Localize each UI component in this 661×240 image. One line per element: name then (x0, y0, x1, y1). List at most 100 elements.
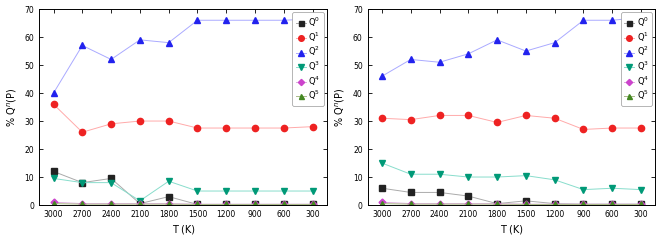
Q$^1$ (378, 117, 386, 120)
Q$^0$ (165, 195, 173, 198)
Q$^1$ (50, 103, 58, 106)
Q$^4$ (436, 202, 444, 205)
Line: Q$^2$: Q$^2$ (379, 14, 644, 79)
Q$^5$ (407, 203, 414, 206)
Line: Q$^4$: Q$^4$ (379, 200, 643, 207)
Q$^3$ (107, 181, 115, 184)
Q$^0$ (464, 195, 472, 198)
Line: Q$^2$: Q$^2$ (50, 16, 316, 96)
Line: Q$^1$: Q$^1$ (379, 112, 644, 132)
Q$^4$ (551, 203, 559, 206)
Q$^4$ (407, 202, 414, 205)
Q$^3$ (50, 177, 58, 180)
Q$^3$ (608, 187, 616, 190)
Q$^4$ (493, 202, 501, 205)
Q$^2$ (464, 52, 472, 55)
Q$^0$ (79, 181, 87, 184)
Line: Q$^3$: Q$^3$ (50, 175, 316, 204)
Q$^2$ (194, 19, 202, 22)
Q$^5$ (194, 203, 202, 206)
Q$^3$ (436, 173, 444, 176)
Q$^5$ (493, 203, 501, 206)
Line: Q$^5$: Q$^5$ (51, 201, 315, 207)
Q$^0$ (436, 191, 444, 194)
Q$^4$ (580, 203, 588, 206)
Q$^4$ (50, 201, 58, 204)
Q$^1$ (136, 120, 144, 122)
Q$^5$ (309, 203, 317, 206)
Q$^4$ (107, 202, 115, 205)
Q$^0$ (493, 202, 501, 205)
Q$^4$ (222, 203, 230, 206)
Q$^5$ (436, 203, 444, 206)
Q$^4$ (194, 203, 202, 206)
Line: Q$^1$: Q$^1$ (50, 101, 316, 135)
Q$^1$ (194, 126, 202, 129)
Q$^3$ (407, 173, 414, 176)
Q$^1$ (309, 125, 317, 128)
Q$^1$ (436, 114, 444, 117)
Q$^1$ (165, 120, 173, 122)
Q$^0$ (378, 187, 386, 190)
Q$^2$ (407, 58, 414, 61)
Q$^0$ (407, 191, 414, 194)
Q$^3$ (464, 176, 472, 179)
Q$^3$ (165, 180, 173, 183)
Q$^5$ (107, 203, 115, 206)
Q$^1$ (551, 117, 559, 120)
Q$^2$ (251, 19, 259, 22)
Q$^2$ (165, 41, 173, 44)
Q$^5$ (50, 202, 58, 205)
Q$^5$ (637, 203, 645, 206)
Q$^1$ (79, 131, 87, 134)
Q$^3$ (378, 162, 386, 164)
Q$^3$ (194, 190, 202, 192)
Q$^2$ (309, 18, 317, 20)
Q$^1$ (522, 114, 530, 117)
Q$^5$ (222, 203, 230, 206)
Line: Q$^0$: Q$^0$ (51, 169, 315, 207)
Q$^3$ (522, 174, 530, 177)
Legend: Q$^0$, Q$^1$, Q$^2$, Q$^3$, Q$^4$, Q$^5$: Q$^0$, Q$^1$, Q$^2$, Q$^3$, Q$^4$, Q$^5$ (292, 12, 324, 106)
Q$^3$ (493, 176, 501, 179)
Q$^0$ (551, 202, 559, 205)
Q$^2$ (136, 38, 144, 41)
Q$^2$ (222, 19, 230, 22)
Q$^2$ (522, 50, 530, 53)
Line: Q$^5$: Q$^5$ (379, 201, 644, 207)
Q$^5$ (280, 203, 288, 206)
Q$^1$ (464, 114, 472, 117)
Q$^0$ (522, 199, 530, 202)
Q$^0$ (222, 203, 230, 206)
Q$^4$ (309, 203, 317, 206)
Q$^1$ (251, 126, 259, 129)
Q$^2$ (280, 19, 288, 22)
Q$^4$ (378, 201, 386, 204)
Q$^1$ (608, 126, 616, 129)
Q$^4$ (136, 202, 144, 205)
Q$^1$ (222, 126, 230, 129)
X-axis label: T (K): T (K) (172, 224, 194, 234)
Q$^1$ (280, 126, 288, 129)
Q$^1$ (407, 118, 414, 121)
Q$^0$ (580, 203, 588, 206)
Q$^4$ (165, 202, 173, 205)
Q$^3$ (280, 190, 288, 192)
Q$^0$ (637, 203, 645, 206)
Q$^2$ (608, 19, 616, 22)
Q$^3$ (79, 181, 87, 184)
Q$^2$ (551, 41, 559, 44)
Q$^1$ (493, 121, 501, 124)
Q$^5$ (522, 203, 530, 206)
Line: Q$^0$: Q$^0$ (379, 186, 644, 207)
Y-axis label: % Q$^n$(P): % Q$^n$(P) (5, 87, 19, 127)
Q$^1$ (637, 126, 645, 129)
Line: Q$^4$: Q$^4$ (51, 200, 315, 207)
Q$^2$ (50, 92, 58, 95)
Q$^2$ (107, 58, 115, 61)
Q$^2$ (378, 75, 386, 78)
Q$^1$ (580, 128, 588, 131)
Q$^1$ (107, 122, 115, 125)
Q$^0$ (608, 203, 616, 206)
Q$^4$ (522, 203, 530, 206)
